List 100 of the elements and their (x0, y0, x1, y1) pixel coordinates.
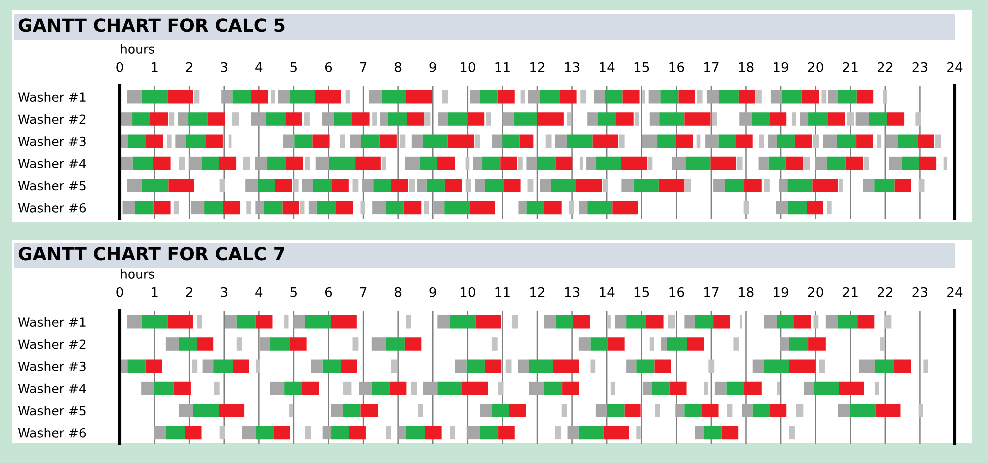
bar (889, 156, 902, 170)
bar (340, 134, 346, 148)
bar (236, 315, 256, 329)
bar (202, 156, 220, 170)
bar (404, 201, 422, 215)
bar (898, 134, 918, 148)
bar (555, 426, 562, 440)
x-tick-label: 1 (152, 288, 158, 298)
bar (498, 382, 504, 396)
bar (814, 382, 840, 396)
bar (484, 360, 502, 374)
x-tick-label: 1 (152, 62, 158, 72)
bar (838, 404, 850, 418)
bar (514, 112, 538, 126)
bar (485, 179, 504, 192)
bar (444, 179, 462, 192)
bar (846, 156, 864, 170)
bar (448, 134, 474, 148)
bar (822, 90, 827, 104)
y-tick-label: Washer #1 (18, 317, 86, 328)
bar (244, 156, 250, 170)
bar (847, 112, 854, 126)
bar (208, 112, 226, 126)
bar (592, 134, 618, 148)
bar (122, 201, 136, 215)
bar (704, 426, 722, 440)
bar (246, 179, 258, 192)
bar (789, 360, 816, 374)
bar (607, 315, 611, 329)
bar (482, 156, 501, 170)
bar (233, 360, 250, 374)
bar (424, 201, 430, 215)
bar (313, 179, 332, 192)
bar (530, 360, 554, 374)
bar (302, 382, 320, 396)
bar (520, 134, 534, 148)
bar (154, 426, 166, 440)
bar (284, 382, 302, 396)
bar (856, 112, 870, 126)
bar (838, 315, 858, 329)
x-tick-label: 18 (739, 62, 754, 72)
bar (660, 112, 685, 126)
bar (920, 156, 937, 170)
bar (880, 338, 886, 351)
x-tick-label: 16 (670, 62, 684, 72)
bar (622, 90, 640, 104)
x-tick-label: 0 (116, 287, 124, 298)
x-tick-label: 24 (948, 62, 963, 72)
bar (590, 338, 608, 351)
y-tick-label: Washer #6 (18, 203, 86, 213)
bar (168, 90, 194, 104)
x-tick-label: 6 (325, 62, 332, 72)
bar (179, 156, 186, 170)
x-tick-label: 4 (256, 62, 263, 72)
bar (877, 134, 882, 148)
bar (759, 134, 764, 148)
bar (502, 112, 514, 126)
bar (722, 426, 739, 440)
x-tick-label: 14 (600, 62, 615, 72)
x-tick-label: 22 (878, 287, 892, 298)
bar (624, 404, 641, 418)
bar (725, 179, 745, 192)
y-tick-label: Washer #5 (18, 406, 86, 416)
bar (193, 404, 220, 418)
bar (372, 382, 390, 396)
chart-title: GANTT CHART FOR CALC 7 (18, 247, 285, 261)
bar (518, 201, 527, 215)
bar (526, 201, 544, 215)
bar (744, 382, 762, 396)
y-tick-label: Washer #3 (18, 362, 86, 372)
bar (502, 134, 520, 148)
bar (476, 315, 502, 329)
bar (400, 134, 406, 148)
bar (540, 179, 552, 192)
bar (448, 112, 468, 126)
bar (382, 90, 406, 104)
bar (788, 201, 808, 215)
bar (142, 179, 169, 192)
bar (290, 338, 307, 351)
bar (192, 360, 198, 374)
bar (642, 90, 646, 104)
bar (232, 90, 252, 104)
y-tick-label: Washer #2 (18, 114, 86, 124)
bar (434, 201, 445, 215)
bar (779, 179, 788, 192)
bar (246, 201, 252, 215)
bar (154, 201, 171, 215)
bar (794, 315, 812, 329)
bar (944, 156, 948, 170)
bar (596, 156, 621, 170)
bar (858, 315, 875, 329)
bar (796, 404, 804, 418)
bar (294, 315, 306, 329)
bar (492, 134, 503, 148)
bar (474, 134, 480, 148)
bar (466, 426, 480, 440)
bar (738, 90, 756, 104)
bar (424, 112, 431, 126)
bar (654, 360, 672, 374)
bar (894, 179, 912, 192)
